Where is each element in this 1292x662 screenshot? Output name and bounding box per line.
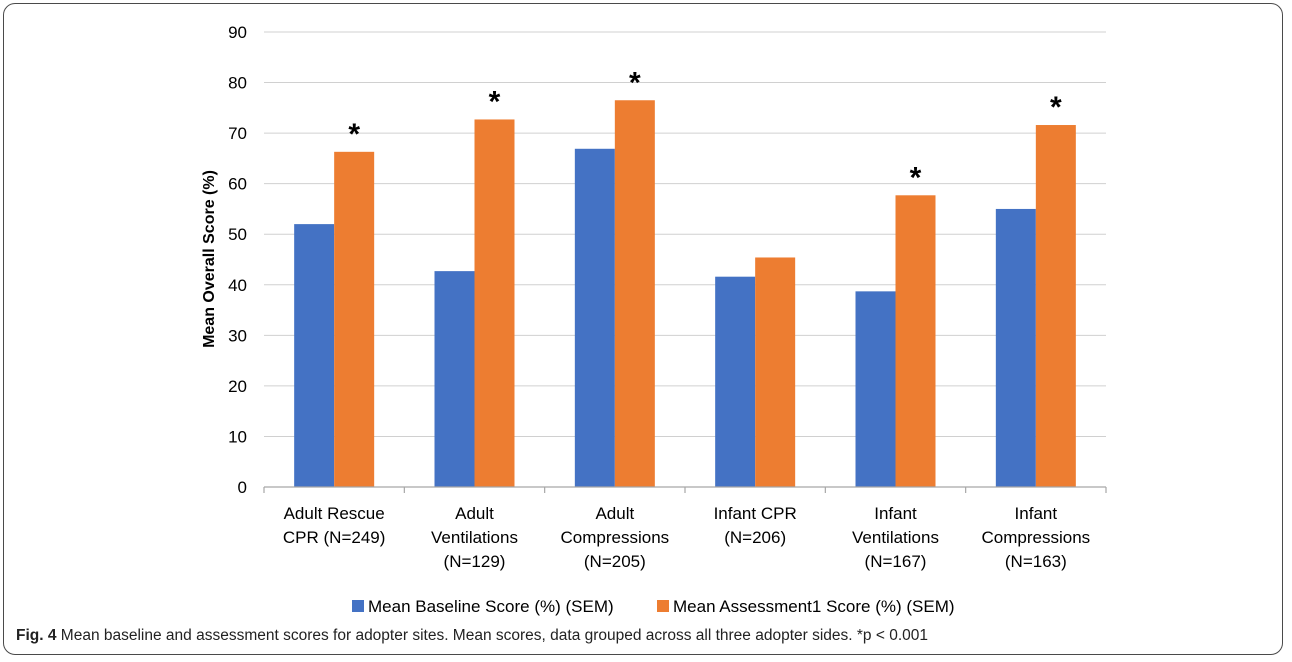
- y-tick-label: 0: [238, 478, 247, 497]
- x-tick-label: Infant Compressions (N=163): [982, 504, 1091, 571]
- bar-baseline: [715, 276, 756, 487]
- y-tick-label: 40: [228, 276, 247, 295]
- y-tick-label: 20: [228, 377, 247, 396]
- x-tick-label: Adult Ventilations (N=129): [431, 504, 518, 571]
- significance-asterisk: *: [348, 118, 360, 151]
- x-tick-label: Infant Ventilations (N=167): [852, 504, 939, 571]
- bars: [294, 100, 1076, 488]
- x-tick-label: Adult Compressions (N=205): [561, 504, 670, 571]
- y-tick-label: 50: [228, 225, 247, 244]
- legend-label-baseline: Mean Baseline Score (%) (SEM): [368, 597, 614, 616]
- y-tick-label: 80: [228, 74, 247, 93]
- bar-assessment: [1035, 125, 1076, 488]
- figure-caption: Fig. 4 Mean baseline and assessment scor…: [16, 627, 928, 645]
- legend-swatch-baseline: [352, 600, 364, 612]
- y-tick-label: 60: [228, 175, 247, 194]
- bar-baseline: [434, 271, 475, 487]
- x-tick-labels: Adult Rescue CPR (N=249) Adult Ventilations…: [283, 504, 1090, 571]
- y-tick-label: 90: [228, 23, 247, 42]
- bar-baseline: [855, 291, 896, 487]
- legend-label-assessment: Mean Assessment1 Score (%) (SEM): [673, 597, 955, 616]
- x-tick-label: Adult Rescue CPR (N=249): [283, 504, 386, 547]
- gridlines: [264, 31, 1106, 437]
- bar-baseline: [294, 224, 335, 487]
- figure-frame: [3, 3, 1283, 655]
- x-axis: [263, 486, 1107, 493]
- bar-assessment: [334, 151, 375, 488]
- significance-markers: * * * * *: [348, 66, 1062, 194]
- y-tick-label: 10: [228, 427, 247, 446]
- legend: Mean Baseline Score (%) (SEM) Mean Assess…: [352, 597, 955, 616]
- bar-assessment: [474, 119, 515, 487]
- bar-assessment: [614, 100, 655, 487]
- bar-assessment: [895, 195, 936, 488]
- bar-baseline: [995, 208, 1036, 487]
- significance-asterisk: *: [910, 161, 922, 194]
- caption-text: Mean baseline and assessment scores for …: [56, 627, 928, 644]
- legend-swatch-assessment: [657, 600, 669, 612]
- caption-label: Fig. 4: [16, 627, 57, 644]
- y-tick-labels: 0 10 20 30 40 50 60 70 80 90: [228, 23, 247, 497]
- y-tick-label: 30: [228, 326, 247, 345]
- bar-baseline: [574, 148, 615, 488]
- significance-asterisk: *: [489, 85, 501, 118]
- y-axis-label: Mean Overall Score (%): [201, 170, 218, 348]
- significance-asterisk: *: [1050, 91, 1062, 124]
- bar-assessment: [755, 257, 796, 487]
- significance-asterisk: *: [629, 66, 641, 99]
- y-tick-label: 70: [228, 124, 247, 143]
- x-tick-label: Infant CPR (N=206): [714, 504, 797, 547]
